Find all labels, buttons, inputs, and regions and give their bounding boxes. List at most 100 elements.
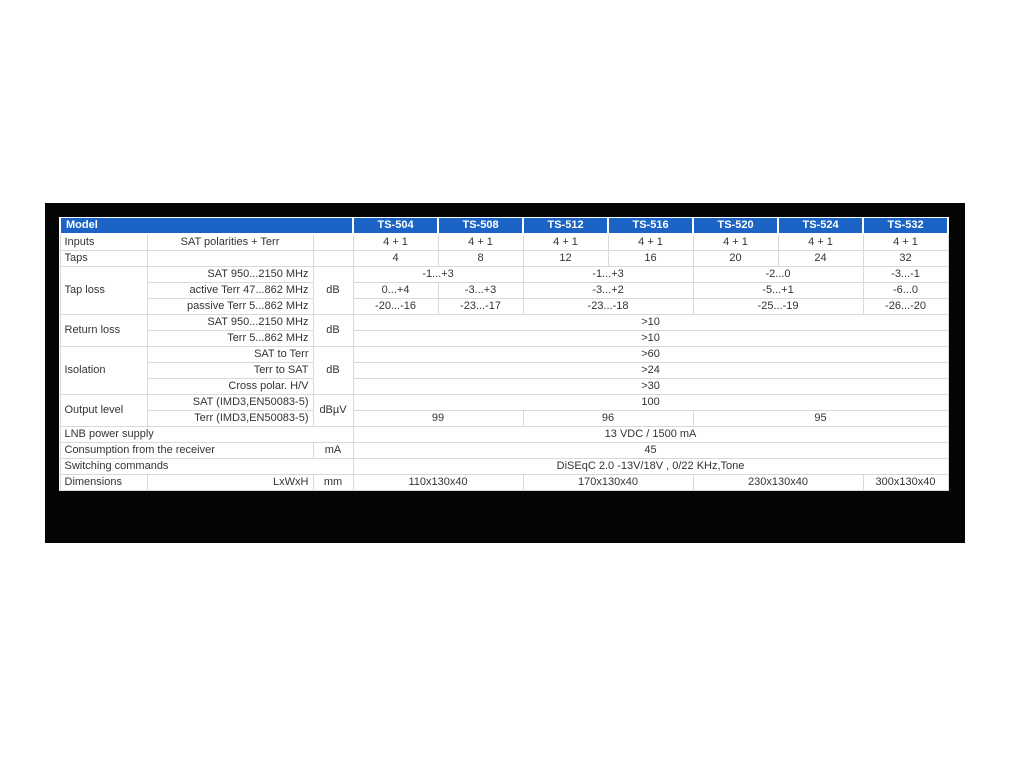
data-cell: 0...+4 (352, 282, 439, 299)
data-cell: 4 + 1 (692, 233, 779, 251)
output-level-unit: dBµV (312, 394, 354, 427)
row-label-inputs: Inputs (59, 233, 148, 251)
return-loss-row-terr: Terr 5...862 MHz >10 (60, 330, 949, 347)
switching-commands-row: Switching commands DiSEqC 2.0 -13V/18V ,… (59, 458, 949, 475)
inputs-sublabel: SAT polarities + Terr (146, 233, 314, 251)
data-cell: 110x130x40 (352, 474, 524, 491)
dimensions-unit: mm (312, 474, 354, 491)
data-cell: -23...-17 (437, 298, 524, 315)
model-column-header-ts524: TS-524 (777, 217, 865, 235)
data-cell: -1...+3 (352, 266, 524, 283)
data-cell: -3...+3 (437, 282, 524, 299)
row-label-return-loss: Return loss (59, 314, 148, 347)
data-cell: 32 (862, 250, 949, 267)
data-cell: 8 (437, 250, 524, 267)
model-header-cell: Model (58, 217, 355, 235)
spec-sheet-frame: Model TS-504 TS-508 TS-512 TS-516 TS-520… (45, 203, 965, 543)
data-cell: 4 + 1 (777, 233, 864, 251)
taps-unit-cell (312, 250, 354, 267)
data-cell: 45 (352, 442, 949, 459)
tap-loss-sublabel: passive Terr 5...862 MHz (146, 298, 314, 315)
row-label-consumption: Consumption from the receiver (59, 442, 314, 459)
isolation-unit: dB (312, 346, 354, 395)
data-cell: >10 (352, 314, 949, 331)
row-label-dimensions: Dimensions (59, 474, 148, 491)
data-cell: -1...+3 (522, 266, 694, 283)
data-cell: 170x130x40 (522, 474, 694, 491)
consumption-row: Consumption from the receiver mA 45 (59, 442, 949, 459)
model-column-header-ts508: TS-508 (437, 217, 525, 235)
row-label-isolation: Isolation (59, 346, 148, 395)
isolation-sublabel: Cross polar. H/V (146, 378, 314, 395)
data-cell: -3...+2 (522, 282, 694, 299)
data-cell: -23...-18 (522, 298, 694, 315)
row-label-taps: Taps (59, 250, 148, 267)
tap-loss-unit: dB (312, 266, 354, 315)
dimensions-sublabel: LxWxH (146, 474, 314, 491)
data-cell: -26...-20 (862, 298, 949, 315)
tap-loss-row-sat: Tap loss SAT 950...2150 MHz dB -1...+3 -… (59, 266, 949, 315)
lnb-power-row: LNB power supply 13 VDC / 1500 mA (59, 426, 949, 443)
model-column-header-ts512: TS-512 (522, 217, 610, 235)
data-cell: 95 (692, 410, 949, 427)
data-cell: 12 (522, 250, 609, 267)
row-label-output-level: Output level (59, 394, 148, 427)
data-cell: 20 (692, 250, 779, 267)
model-column-header-ts504: TS-504 (352, 217, 440, 235)
data-cell: -5...+1 (692, 282, 864, 299)
consumption-unit: mA (312, 442, 354, 459)
data-cell: 96 (522, 410, 694, 427)
data-cell: >24 (352, 362, 949, 379)
data-cell: 13 VDC / 1500 mA (352, 426, 949, 443)
data-cell: 16 (607, 250, 694, 267)
data-cell: -6...0 (862, 282, 949, 299)
model-column-header-ts520: TS-520 (692, 217, 780, 235)
isolation-row-cross-polar: Cross polar. H/V >30 (60, 378, 949, 395)
tap-loss-sublabel: active Terr 47...862 MHz (146, 282, 314, 299)
data-cell: 230x130x40 (692, 474, 864, 491)
data-cell: >30 (352, 378, 949, 395)
data-cell: -2...0 (692, 266, 864, 283)
data-cell: 300x130x40 (862, 474, 949, 491)
row-label-switching: Switching commands (59, 458, 354, 475)
spec-table-container: Model TS-504 TS-508 TS-512 TS-516 TS-520… (58, 217, 950, 491)
tap-loss-row-passive-terr: passive Terr 5...862 MHz -20...-16 -23..… (60, 298, 949, 315)
data-cell: 4 + 1 (607, 233, 694, 251)
isolation-row-terr-to-sat: Terr to SAT >24 (60, 362, 949, 379)
data-cell: 4 + 1 (352, 233, 439, 251)
data-cell: 4 + 1 (437, 233, 524, 251)
taps-row: Taps 4 8 12 16 20 24 32 (59, 250, 949, 267)
spec-table: Model TS-504 TS-508 TS-512 TS-516 TS-520… (58, 217, 950, 491)
inputs-row: Inputs SAT polarities + Terr 4 + 1 4 + 1… (59, 233, 949, 251)
isolation-sublabel: Terr to SAT (146, 362, 314, 379)
data-cell: DiSEqC 2.0 -13V/18V , 0/22 KHz,Tone (352, 458, 949, 475)
isolation-sublabel: SAT to Terr (146, 346, 314, 363)
data-cell: 99 (352, 410, 524, 427)
isolation-row-sat-to-terr: Isolation SAT to Terr dB >60 (59, 346, 949, 395)
data-cell: 4 + 1 (862, 233, 949, 251)
output-level-row-sat: Output level SAT (IMD3,EN50083-5) dBµV 1… (59, 394, 949, 427)
model-column-header-ts532: TS-532 (862, 217, 950, 235)
inputs-unit-cell (312, 233, 354, 251)
data-cell: >60 (352, 346, 949, 363)
tap-loss-row-active-terr: active Terr 47...862 MHz 0...+4 -3...+3 … (60, 282, 949, 299)
row-label-lnb-power: LNB power supply (59, 426, 354, 443)
output-level-sublabel: SAT (IMD3,EN50083-5) (146, 394, 314, 411)
data-cell: 100 (352, 394, 949, 411)
data-cell: >10 (352, 330, 949, 347)
return-loss-unit: dB (312, 314, 354, 347)
data-cell: 24 (777, 250, 864, 267)
row-label-tap-loss: Tap loss (59, 266, 148, 315)
return-loss-row-sat: Return loss SAT 950...2150 MHz dB >10 (59, 314, 949, 347)
output-level-sublabel: Terr (IMD3,EN50083-5) (146, 410, 314, 427)
model-column-header-ts516: TS-516 (607, 217, 695, 235)
taps-sublabel (146, 250, 314, 267)
data-cell: 4 + 1 (522, 233, 609, 251)
data-cell: -25...-19 (692, 298, 864, 315)
data-cell: 4 (352, 250, 439, 267)
data-cell: -3...-1 (862, 266, 949, 283)
table-header-row: Model TS-504 TS-508 TS-512 TS-516 TS-520… (58, 217, 950, 235)
tap-loss-sublabel: SAT 950...2150 MHz (146, 266, 314, 283)
output-level-row-terr: Terr (IMD3,EN50083-5) 99 96 95 (60, 410, 949, 427)
data-cell: -20...-16 (352, 298, 439, 315)
